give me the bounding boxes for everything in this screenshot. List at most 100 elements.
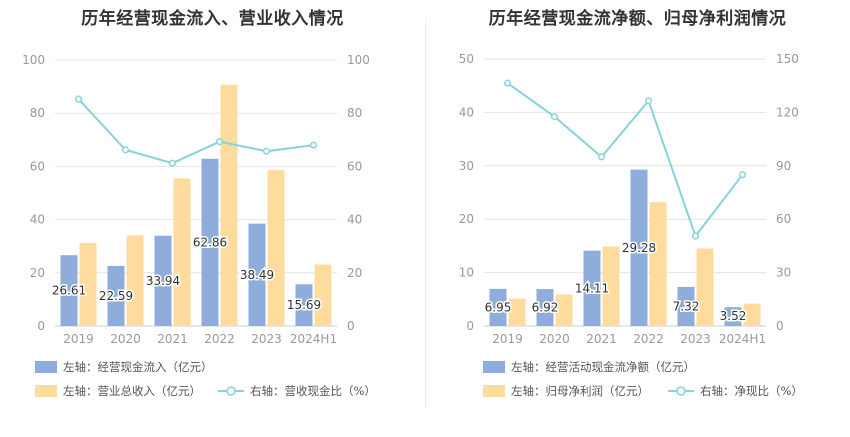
right-legend-label-netflow: 左轴：经营活动现金流净额（亿元） [511,360,695,374]
left-chart-ratio-point [121,146,130,154]
right-legend-label-ratio: 右轴：净现比（%） [700,384,803,398]
left-chart-bar-primary [60,255,78,326]
left-chart-bar-secondary [314,264,332,326]
left-chart-ratio-point [168,159,177,167]
left-chart-x-tick-label: 2019 [63,332,94,346]
left-chart-ratio-point [215,138,224,146]
left-chart-bar-data-label: 15.69 [287,298,321,312]
left-chart-y-left-tick: 20 [30,266,45,280]
right-chart-y-right-tick: 0 [776,319,784,333]
right-chart-bar-secondary [555,294,573,326]
right-chart-ratio-point [503,79,512,87]
left-legend-item-revenue[interactable]: 左轴：营业总收入（亿元） [35,383,201,399]
left-chart-y-right-tick: 100 [347,53,370,67]
right-chart-bar-primary [489,288,507,326]
right-chart-bar-data-label: 7.32 [673,299,700,313]
left-legend-item-inflow[interactable]: 左轴：经营现金流入（亿元） [35,359,213,375]
right-chart-bar-secondary [602,246,620,326]
left-legend-label-inflow: 左轴：经营现金流入（亿元） [63,360,213,374]
left-chart-y-left-tick: 0 [37,319,45,333]
right-chart-bar-data-label: 14.11 [575,281,609,295]
left-legend-swatch-revenue [35,385,57,397]
left-chart-x-tick-label: 2023 [251,332,282,346]
right-chart-bar-primary [724,307,742,326]
left-legend-label-ratio: 右轴：营收现金比（%） [250,384,376,398]
left-chart-bar-data-label: 22.59 [99,289,133,303]
right-legend-label-profit: 左轴：归母净利润（亿元） [511,384,649,398]
right-chart-y-right-tick: 120 [776,105,799,119]
left-chart-title: 历年经营现金流入、营业收入情况 [81,9,344,29]
left-chart-bar-secondary [220,84,238,326]
left-chart-y-right-tick: 0 [347,319,355,333]
right-chart-y-left-tick: 40 [459,105,474,119]
right-chart-x-tick-label: 2023 [680,332,711,346]
right-chart-ratio-point [644,97,653,105]
right-chart-bar-secondary [696,248,714,326]
left-chart-panel: 历年经营现金流入、营业收入情况 0 20 40 60 80 100 0 20 40 60 80 100… [22,9,376,399]
left-chart-bar-data-label: 33.94 [146,274,180,288]
left-legend-item-ratio[interactable]: 右轴：营收现金比（%） [218,383,376,399]
right-chart-y-right-tick: 30 [776,266,791,280]
right-chart-x-tick-label: 2024H1 [719,332,766,346]
left-chart-bar-primary [201,158,219,326]
right-chart-y-right-tick: 150 [776,52,799,66]
panel-divider [425,18,426,408]
left-chart-bar-primary [154,235,172,326]
right-chart-y-left-tick: 20 [459,212,474,226]
left-chart-y-left-tick: 100 [22,53,45,67]
left-chart-bar-primary [295,284,313,326]
right-chart-ratio-point [550,113,559,121]
right-chart-ratio-point [597,153,606,161]
right-chart-x-tick-label: 2020 [539,332,570,346]
right-legend-item-ratio[interactable]: 右轴：净现比（%） [668,383,803,399]
left-chart-y-left-tick: 40 [30,213,45,227]
left-chart-bar-secondary [173,178,191,326]
right-chart-x-tick-label: 2022 [633,332,664,346]
left-chart-bar-data-label: 38.49 [240,268,274,282]
left-chart-x-tick-label: 2021 [157,332,188,346]
right-legend-item-netflow[interactable]: 左轴：经营活动现金流净额（亿元） [483,359,695,375]
left-chart-bar-primary [248,223,266,326]
left-chart-bar-data-label: 62.86 [193,235,227,249]
right-chart-bar-secondary [743,303,761,326]
right-chart-ratio-line [506,82,744,239]
right-chart-bar-data-label: 3.52 [720,309,747,323]
left-chart-ratio-point [262,147,271,155]
left-chart-bar-primary [107,265,125,326]
left-chart-bar-secondary [126,235,144,326]
left-legend-line-icon [218,386,244,396]
left-legend-swatch-inflow [35,361,57,373]
right-chart-y-right-tick: 60 [776,212,791,226]
right-chart-panel: 历年经营现金流净额、归母净利润情况 0 10 20 30 40 50 0 30 60 90 120 1… [425,0,850,437]
right-legend-swatch-netflow [483,361,505,373]
right-chart-y-right-tick: 90 [776,159,791,173]
right-chart-y-left-tick: 0 [466,319,474,333]
right-legend-item-profit[interactable]: 左轴：归母净利润（亿元） [483,383,649,399]
right-chart-y-left-tick: 50 [459,52,474,66]
left-chart-y-left-tick: 80 [30,106,45,120]
left-chart-bar-secondary [79,243,97,326]
right-chart-x-tick-label: 2019 [492,332,523,346]
right-legend-swatch-profit [483,385,505,397]
left-chart-x-tick-label: 2024H1 [290,332,337,346]
right-chart-bar-primary [536,289,554,326]
right-chart-ratio-point [738,171,747,179]
left-chart-ratio-line [77,98,314,165]
right-chart-title: 历年经营现金流净额、归母净利润情况 [488,9,787,29]
right-chart-bar-primary [677,286,695,326]
left-legend-label-revenue: 左轴：营业总收入（亿元） [63,384,201,398]
right-chart-bar-data-label: 6.92 [532,301,559,315]
left-chart-bar-data-label: 26.61 [52,284,86,298]
right-chart-bar-secondary [649,202,667,326]
right-chart-bar-data-label: 29.28 [622,241,656,255]
right-chart-bar-primary [583,250,601,326]
right-chart-x-tick-label: 2021 [586,332,617,346]
left-chart-y-right-tick: 60 [347,159,362,173]
right-chart-y-left-tick: 10 [459,266,474,280]
right-chart-svg: 0 10 20 30 40 50 0 30 60 90 120 150 2019 2020 2021 2022… [459,52,799,346]
left-chart-ratio-point [74,95,83,103]
left-chart-svg: 0 20 40 60 80 100 0 20 40 60 80 100 2019 2020 2021 2022… [22,53,370,346]
right-chart-bar-data-label: 6.95 [485,300,512,314]
left-chart-y-right-tick: 40 [347,213,362,227]
